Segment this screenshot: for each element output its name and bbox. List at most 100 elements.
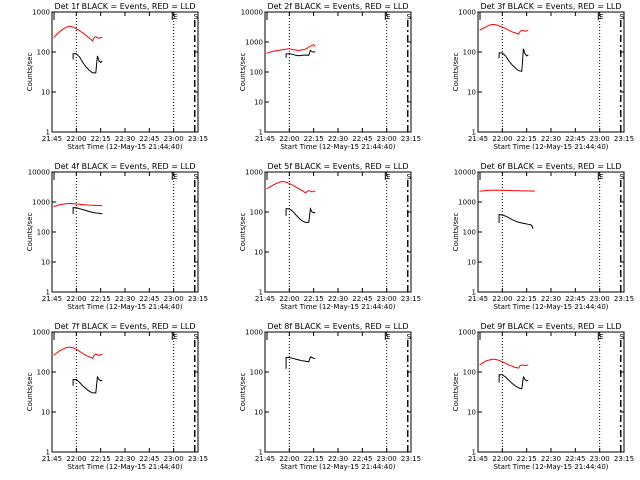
x-axis-label: Start Time (12-May-15 21:44:40) <box>280 143 395 151</box>
x-axis-label: Start Time (12-May-15 21:44:40) <box>67 463 182 471</box>
x-tick-label: 22:15 <box>517 135 537 143</box>
x-tick-label: 22:45 <box>139 135 159 143</box>
marker-label: S <box>407 173 412 181</box>
marker-label: E <box>173 333 177 341</box>
plot-frame <box>51 11 199 133</box>
panel-title: Det 4f BLACK = Events, RED = LLD <box>54 162 195 171</box>
x-tick-label: 22:15 <box>517 295 537 303</box>
x-tick-label: 23:00 <box>590 135 610 143</box>
x-tick-label: 22:30 <box>115 295 135 303</box>
y-tick-label: 10 <box>467 409 476 417</box>
panel-8: Det 8f BLACK = Events, RED = LLD 1 10 100 10… <box>239 322 421 471</box>
x-tick-label: 23:00 <box>377 455 397 463</box>
series-line-lld <box>53 346 103 359</box>
marker-label: S <box>620 333 625 341</box>
series-line-lld <box>266 43 316 54</box>
panel-6: Det 6f BLACK = Events, RED = LLD 1 10 100 10… <box>452 162 634 311</box>
series-line-events <box>285 49 316 58</box>
panel-title: Det 3f BLACK = Events, RED = LLD <box>480 2 621 11</box>
x-tick-label: 22:00 <box>66 135 86 143</box>
x-tick-label: 21:45 <box>42 295 62 303</box>
panel-title: Det 2f BLACK = Events, RED = LLD <box>267 2 408 11</box>
x-tick-label: 23:00 <box>590 295 610 303</box>
x-tick-label: 22:45 <box>139 455 159 463</box>
marker-label: S <box>194 173 199 181</box>
x-tick-label: 23:00 <box>590 455 610 463</box>
y-tick-label: 10 <box>254 409 263 417</box>
y-tick-label: 1 <box>46 289 50 297</box>
panel-2: Det 2f BLACK = Events, RED = LLD 1 10 100 10… <box>239 2 421 151</box>
series-line-lld <box>479 189 535 192</box>
plot-frame <box>477 331 625 453</box>
marker-label: E <box>173 173 177 181</box>
x-tick-label: 22:00 <box>492 135 512 143</box>
x-tick-label: 22:15 <box>304 295 324 303</box>
y-tick-label: 1000 <box>32 9 50 17</box>
y-axis-label: Counts/sec <box>452 53 460 92</box>
y-tick-label: 10 <box>41 89 50 97</box>
y-tick-label: 100 <box>37 229 50 237</box>
x-tick-label: 22:30 <box>541 135 561 143</box>
y-axis-label: Counts/sec <box>239 373 247 412</box>
y-tick-label: 100 <box>250 209 263 217</box>
y-tick-label: 100 <box>250 369 263 377</box>
x-tick-label: 21:45 <box>255 455 275 463</box>
y-tick-label: 1 <box>472 289 476 297</box>
x-tick-label: 22:15 <box>91 455 111 463</box>
y-axis-label: Counts/sec <box>239 53 247 92</box>
marker-label: S <box>194 333 199 341</box>
x-tick-label: 23:15 <box>188 295 208 303</box>
y-tick-label: 10 <box>467 259 476 267</box>
series-line-events <box>285 356 316 369</box>
x-tick-label: 22:45 <box>565 295 585 303</box>
y-tick-label: 1000 <box>32 329 50 337</box>
x-tick-label: 23:00 <box>377 135 397 143</box>
x-tick-label: 22:45 <box>139 295 159 303</box>
marker-label: S <box>194 13 199 21</box>
x-tick-label: 22:00 <box>66 455 86 463</box>
x-tick-label: 22:00 <box>66 295 86 303</box>
x-tick-label: 23:15 <box>614 135 634 143</box>
series-line-events <box>498 48 529 72</box>
x-tick-label: 22:15 <box>304 135 324 143</box>
x-tick-label: 22:15 <box>304 455 324 463</box>
y-axis-label: Counts/sec <box>239 213 247 252</box>
x-tick-label: 22:15 <box>91 135 111 143</box>
panel-title: Det 7f BLACK = Events, RED = LLD <box>54 322 195 331</box>
y-tick-label: 1 <box>259 289 263 297</box>
x-axis-label: Start Time (12-May-15 21:44:40) <box>280 463 395 471</box>
x-tick-label: 23:00 <box>164 295 184 303</box>
series-line-events <box>72 375 103 394</box>
x-tick-label: 21:45 <box>468 295 488 303</box>
x-tick-label: 22:30 <box>115 455 135 463</box>
y-tick-label: 100 <box>463 49 476 57</box>
x-axis-label: Start Time (12-May-15 21:44:40) <box>493 463 608 471</box>
y-tick-label: 10 <box>467 89 476 97</box>
x-axis-label: Start Time (12-May-15 21:44:40) <box>493 303 608 311</box>
x-tick-label: 22:45 <box>565 135 585 143</box>
x-tick-label: 21:45 <box>42 455 62 463</box>
y-tick-label: 1000 <box>32 199 50 207</box>
panel-7: Det 7f BLACK = Events, RED = LLD 1 10 100 10… <box>26 322 208 471</box>
y-tick-label: 1 <box>259 129 263 137</box>
marker-label: S <box>620 13 625 21</box>
x-tick-label: 22:15 <box>517 455 537 463</box>
series-line-events <box>498 374 529 390</box>
x-tick-label: 22:00 <box>492 455 512 463</box>
y-tick-label: 10 <box>254 249 263 257</box>
panel-1: Det 1f BLACK = Events, RED = LLD 1 10 100 10… <box>26 2 208 151</box>
plot-frame <box>264 11 412 133</box>
y-axis-label: Counts/sec <box>26 373 34 412</box>
series-line-lld <box>479 358 529 369</box>
y-tick-label: 1 <box>472 129 476 137</box>
panel-title: Det 8f BLACK = Events, RED = LLD <box>267 322 408 331</box>
plot-frame <box>477 11 625 133</box>
x-tick-label: 23:15 <box>614 295 634 303</box>
series-line-events <box>285 207 316 223</box>
y-tick-label: 1000 <box>245 169 263 177</box>
series-line-lld <box>53 202 103 208</box>
panel-9: Det 9f BLACK = Events, RED = LLD 1 10 100 10… <box>452 322 634 471</box>
x-tick-label: 23:15 <box>188 135 208 143</box>
x-tick-label: 22:45 <box>352 295 372 303</box>
